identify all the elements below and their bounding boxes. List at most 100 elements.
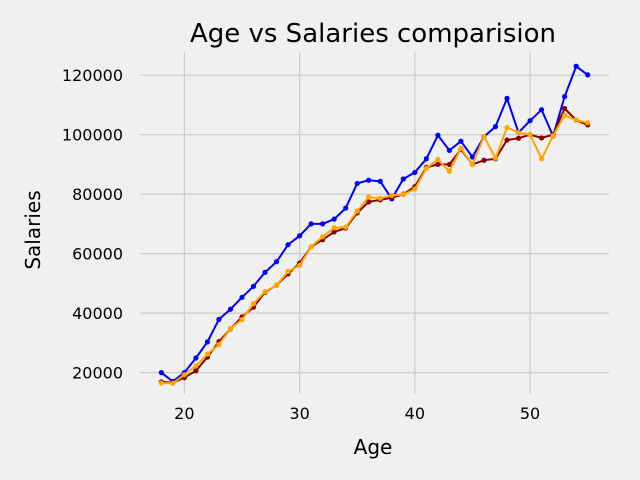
data-point xyxy=(354,208,360,214)
data-point xyxy=(250,300,257,307)
data-point xyxy=(458,138,464,144)
y-tick-label: 100000 xyxy=(62,126,123,145)
tick-labels: 20 30 40 50 20000 40000 60000 80000 100000 120000 xyxy=(62,66,540,423)
data-point xyxy=(308,221,314,227)
data-point xyxy=(158,380,164,386)
data-point xyxy=(285,268,291,275)
data-point xyxy=(227,325,234,332)
x-tick-label: 20 xyxy=(174,404,194,423)
data-point xyxy=(585,72,591,78)
data-point xyxy=(400,191,406,198)
y-tick-label: 60000 xyxy=(72,245,123,264)
data-point xyxy=(504,137,510,143)
data-point xyxy=(331,216,337,222)
data-point xyxy=(181,372,187,378)
data-point xyxy=(285,242,291,248)
data-point xyxy=(354,180,360,187)
data-point xyxy=(331,225,337,231)
data-point xyxy=(250,283,257,289)
grid xyxy=(140,52,609,394)
data-point xyxy=(446,147,453,154)
data-point xyxy=(216,342,222,348)
data-point xyxy=(204,351,211,357)
x-tick-label: 30 xyxy=(289,404,309,423)
data-point xyxy=(562,112,568,118)
data-point xyxy=(573,63,579,69)
data-point xyxy=(585,120,591,126)
data-point xyxy=(343,205,349,211)
data-point xyxy=(227,306,234,312)
data-point xyxy=(193,355,199,361)
data-point xyxy=(573,117,579,123)
data-point xyxy=(331,229,337,235)
data-point xyxy=(412,186,418,192)
data-point xyxy=(377,195,383,201)
data-point xyxy=(193,363,199,369)
data-point xyxy=(239,317,245,323)
data-point xyxy=(377,178,383,184)
data-point xyxy=(435,161,441,168)
data-point xyxy=(308,244,314,250)
data-point xyxy=(562,105,568,112)
x-tick-label: 50 xyxy=(520,404,540,423)
x-tick-label: 40 xyxy=(405,404,425,423)
data-point xyxy=(562,94,568,100)
series-3 xyxy=(158,112,591,386)
data-point xyxy=(262,289,268,295)
data-point xyxy=(469,162,476,168)
y-tick-label: 120000 xyxy=(62,66,123,85)
data-point xyxy=(446,168,453,174)
data-point xyxy=(504,124,510,131)
data-point xyxy=(469,154,476,160)
data-point xyxy=(273,282,280,288)
data-point xyxy=(262,269,268,275)
y-axis-label: Salaries xyxy=(21,190,45,269)
data-point xyxy=(446,161,453,168)
x-axis-label: Age xyxy=(354,435,393,459)
y-tick-label: 40000 xyxy=(72,304,123,323)
data-point xyxy=(550,133,556,139)
chart-title: Age vs Salaries comparision xyxy=(190,19,556,49)
data-point xyxy=(204,339,211,345)
data-point xyxy=(366,177,372,183)
data-point xyxy=(389,192,395,198)
data-point xyxy=(527,132,533,138)
data-point xyxy=(504,95,510,101)
data-point xyxy=(193,368,199,374)
data-point xyxy=(320,221,326,227)
data-point xyxy=(481,133,487,140)
data-point xyxy=(423,156,429,162)
data-point xyxy=(273,259,280,265)
data-point xyxy=(320,234,326,240)
data-point xyxy=(481,157,487,163)
data-point xyxy=(158,369,164,376)
data-point xyxy=(538,156,545,162)
data-point xyxy=(435,132,441,138)
data-point xyxy=(492,124,499,130)
data-point xyxy=(239,294,245,300)
data-point xyxy=(423,165,429,171)
data-point xyxy=(527,118,533,124)
series-line xyxy=(160,65,589,383)
data-point xyxy=(366,199,372,205)
data-point xyxy=(216,316,222,322)
data-point xyxy=(538,135,545,141)
data-point xyxy=(400,176,406,182)
data-point xyxy=(296,233,303,239)
data-point xyxy=(343,224,349,230)
y-tick-label: 80000 xyxy=(72,185,123,204)
y-tick-label: 20000 xyxy=(72,364,123,383)
data-point xyxy=(538,107,545,113)
data-point xyxy=(170,380,176,386)
data-point xyxy=(458,145,464,151)
data-point xyxy=(296,262,303,269)
data-point xyxy=(412,169,418,176)
data-point xyxy=(515,135,522,141)
data-point xyxy=(492,155,499,161)
series-lines xyxy=(158,63,591,386)
data-point xyxy=(435,156,441,162)
data-point xyxy=(366,194,372,200)
series-1 xyxy=(158,63,591,385)
data-point xyxy=(515,129,522,136)
